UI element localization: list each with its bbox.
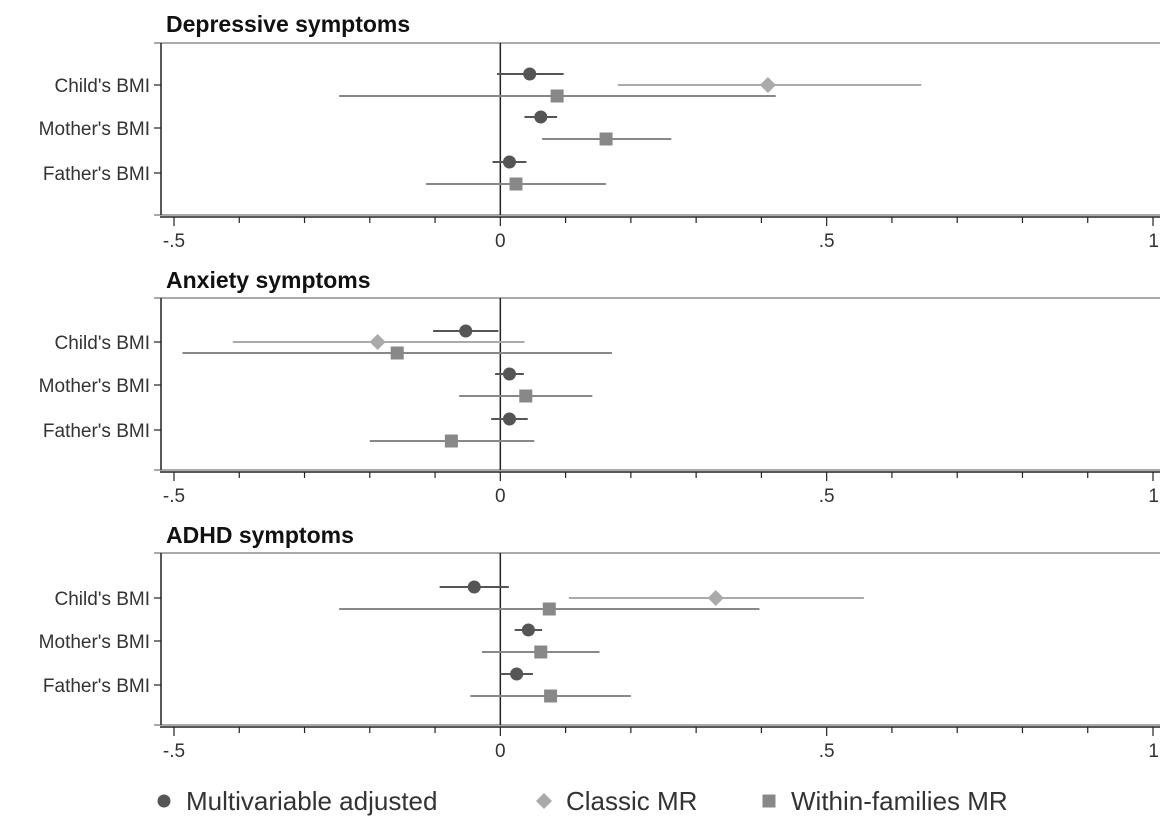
point-estimate-square <box>390 346 404 360</box>
estimate-within-families-mr-child-s-bmi <box>339 602 760 616</box>
estimate-within-families-mr-mother-s-bmi <box>482 645 600 659</box>
x-tick-label: -.5 <box>163 231 185 252</box>
x-tick-label: 1 <box>1148 486 1159 507</box>
estimate-within-families-mr-mother-s-bmi <box>542 132 672 146</box>
estimate-classic-mr-child-s-bmi <box>617 77 922 93</box>
estimate-within-families-mr-mother-s-bmi <box>459 389 593 403</box>
x-tick-label: 0 <box>495 486 506 507</box>
row-label-father-s-bmi: Father's BMI <box>43 164 150 185</box>
point-estimate-square <box>509 177 523 191</box>
panel-title: ADHD symptoms <box>166 522 354 548</box>
row-label-father-s-bmi: Father's BMI <box>43 421 150 442</box>
point-estimate-square <box>542 602 556 616</box>
point-estimate-square <box>444 434 458 448</box>
row-label-mother-s-bmi: Mother's BMI <box>39 632 150 653</box>
estimate-multivariable-adjusted-father-s-bmi <box>491 412 528 426</box>
point-estimate-circle <box>523 67 537 81</box>
legend-label: Within-families MR <box>791 786 1008 816</box>
point-estimate-square <box>599 132 613 146</box>
legend-item-classic-mr: Classic MR <box>536 786 697 816</box>
legend-marker-diamond <box>536 793 552 809</box>
x-tick-label: 1 <box>1148 741 1159 762</box>
legend: Multivariable adjusted Classic MR Within-f… <box>157 786 1008 816</box>
estimate-within-families-mr-father-s-bmi <box>369 434 535 448</box>
legend-label: Classic MR <box>566 786 697 816</box>
estimate-multivariable-adjusted-mother-s-bmi <box>514 623 543 637</box>
estimate-multivariable-adjusted-mother-s-bmi <box>524 110 558 124</box>
row-label-child-s-bmi: Child's BMI <box>55 76 150 97</box>
estimate-multivariable-adjusted-child-s-bmi <box>497 67 564 81</box>
point-estimate-diamond <box>707 590 724 606</box>
point-estimate-circle <box>467 580 481 594</box>
point-estimate-circle <box>521 623 535 637</box>
row-label-mother-s-bmi: Mother's BMI <box>39 119 150 140</box>
point-estimate-circle <box>502 412 516 426</box>
legend-marker-circle <box>157 794 171 808</box>
estimate-multivariable-adjusted-father-s-bmi <box>492 155 527 169</box>
estimate-multivariable-adjusted-child-s-bmi <box>439 580 509 594</box>
point-estimate-square <box>550 89 564 103</box>
row-label-child-s-bmi: Child's BMI <box>55 589 150 610</box>
point-estimate-circle <box>502 155 516 169</box>
x-tick-label: 0 <box>495 741 506 762</box>
estimate-within-families-mr-child-s-bmi <box>182 346 612 360</box>
estimate-within-families-mr-child-s-bmi <box>339 89 776 103</box>
x-tick-label: -.5 <box>163 486 185 507</box>
point-estimate-circle <box>502 367 516 381</box>
point-estimate-square <box>519 389 533 403</box>
x-tick-label: 0 <box>495 231 506 252</box>
estimate-multivariable-adjusted-child-s-bmi <box>433 324 499 338</box>
point-estimate-square <box>544 689 558 703</box>
row-label-child-s-bmi: Child's BMI <box>55 333 150 354</box>
panel-title: Anxiety symptoms <box>166 267 371 293</box>
panel-title: Depressive symptoms <box>166 11 410 37</box>
x-tick-label: 1 <box>1148 231 1159 252</box>
panel-adhd-symptoms: -.5 0 .5 1 ADHD symptoms Child's BMI Mother's … <box>39 522 1160 762</box>
estimate-within-families-mr-father-s-bmi <box>470 689 631 703</box>
legend-item-multivariable-adjusted: Multivariable adjusted <box>157 786 437 816</box>
legend-label: Multivariable adjusted <box>186 786 437 816</box>
estimate-classic-mr-child-s-bmi <box>232 334 525 350</box>
x-tick-label: .5 <box>819 741 835 762</box>
row-label-mother-s-bmi: Mother's BMI <box>39 376 150 397</box>
point-estimate-circle <box>534 110 548 124</box>
legend-marker-square <box>762 794 776 808</box>
estimate-classic-mr-child-s-bmi <box>568 590 864 606</box>
point-estimate-diamond <box>759 77 776 93</box>
legend-item-within-families-mr: Within-families MR <box>762 786 1008 816</box>
point-estimate-square <box>534 645 548 659</box>
estimate-multivariable-adjusted-father-s-bmi <box>500 667 533 681</box>
point-estimate-diamond <box>369 334 386 350</box>
x-tick-label: -.5 <box>163 741 185 762</box>
panel-anxiety-symptoms: -.5 0 .5 1 Anxiety symptoms Child's BMI Mother… <box>39 267 1160 507</box>
row-label-father-s-bmi: Father's BMI <box>43 676 150 697</box>
x-tick-label: .5 <box>819 486 835 507</box>
panel-depressive-symptoms: -.5 0 .5 1 Depressive symptoms Child's BMI Mot… <box>39 11 1160 252</box>
point-estimate-circle <box>510 667 524 681</box>
estimate-within-families-mr-father-s-bmi <box>425 177 607 191</box>
point-estimate-circle <box>459 324 473 338</box>
estimate-multivariable-adjusted-mother-s-bmi <box>495 367 524 381</box>
x-tick-label: .5 <box>819 231 835 252</box>
